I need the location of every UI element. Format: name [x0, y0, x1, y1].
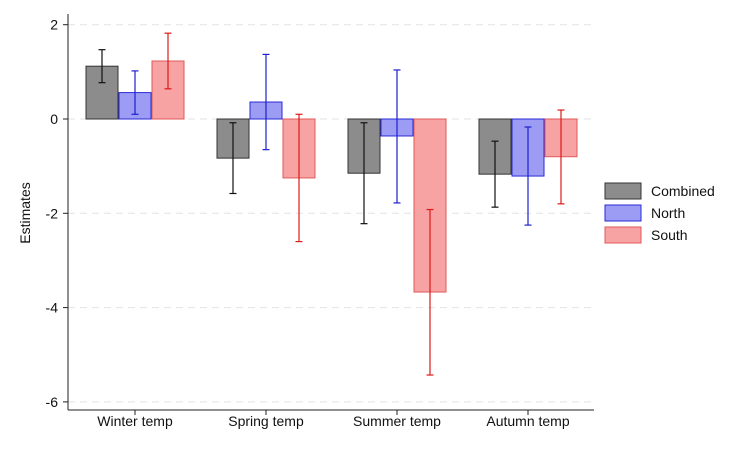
x-tick-label: Summer temp [353, 413, 441, 429]
legend: Combined North South [604, 182, 715, 244]
legend-label: Combined [651, 183, 715, 199]
legend-swatch [604, 182, 642, 200]
y-tick-label: 2 [50, 17, 58, 33]
legend-label: North [651, 205, 685, 221]
bars [85, 60, 578, 293]
y-tick-label: -4 [46, 300, 59, 316]
gridlines [68, 24, 594, 403]
legend-label: South [651, 227, 688, 243]
x-tick-label: Autumn temp [486, 413, 569, 429]
legend-swatch [604, 204, 642, 222]
y-axis-label: Estimates [17, 182, 33, 243]
x-tick-label: Spring temp [228, 413, 304, 429]
axes: -6 -4 -2 0 2 Winter temp Spring temp Summer tem… [46, 14, 594, 429]
x-tick-label: Winter temp [97, 413, 173, 429]
y-tick-label: 0 [50, 111, 58, 127]
y-tick-label: -6 [46, 394, 59, 410]
error-bars [98, 32, 565, 376]
legend-swatch [604, 226, 642, 244]
y-tick-label: -2 [46, 205, 59, 221]
